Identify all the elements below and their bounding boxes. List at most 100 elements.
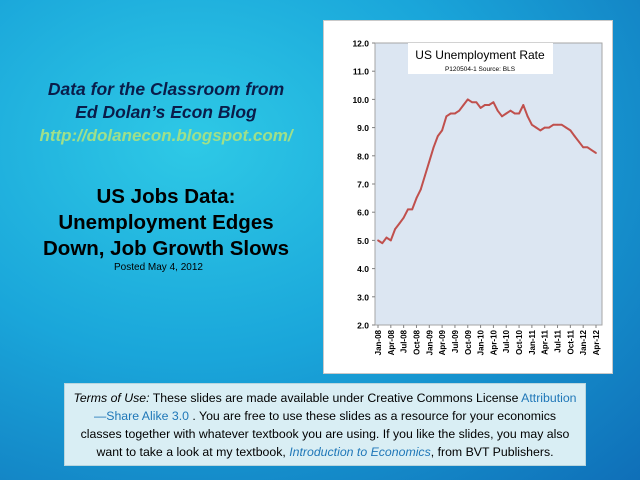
data-point [518, 112, 520, 115]
slide-headline: US Jobs Data: Unemployment Edges Down, J… [20, 184, 312, 262]
data-point [535, 126, 538, 129]
x-tick-label: Apr-09 [438, 329, 447, 355]
x-tick-label: Apr-12 [592, 329, 601, 355]
data-point [548, 126, 550, 129]
data-point [462, 104, 465, 106]
y-axis: 2.0 3.0 4.0 5.0 6.0 7.0 8.0 9.0 10.0 11.0 12.0 [352, 39, 375, 331]
series-layer [377, 98, 597, 245]
unemployment-line [377, 98, 597, 245]
data-point [432, 146, 435, 149]
y-tick-label: 8.0 [357, 151, 369, 161]
data-point [595, 152, 597, 154]
slide-header: Data for the Classroom from Ed Dolan’s E… [20, 78, 312, 147]
header-line-2: Ed Dolan’s Econ Blog [75, 102, 257, 122]
chart-subtitle: P120504-1 Source: BLS [445, 66, 516, 73]
headline-line-3: Down, Job Growth Slows [43, 237, 289, 260]
y-tick-label: 4.0 [357, 264, 369, 274]
data-point [385, 236, 388, 239]
data-point [492, 101, 495, 104]
data-point [586, 146, 589, 149]
data-point [466, 98, 469, 101]
data-point [488, 104, 491, 106]
x-tick-label: Jul-10 [502, 329, 511, 353]
data-point [475, 101, 478, 104]
data-point [411, 208, 414, 211]
x-tick-label: Oct-10 [515, 329, 524, 354]
plot-area [374, 42, 603, 326]
data-point [449, 112, 452, 115]
x-tick-label: Jul-08 [400, 329, 409, 353]
data-point [402, 216, 405, 219]
terms-text-1: These slides are made available under Cr… [149, 391, 522, 405]
data-point [479, 106, 482, 109]
chart-title-box [408, 43, 553, 74]
data-point [496, 109, 499, 112]
x-tick-label: Apr-10 [489, 329, 498, 355]
data-point [569, 129, 572, 132]
data-point [445, 115, 448, 118]
terms-of-use-box: Terms of Use: These slides are made avai… [64, 383, 586, 466]
headline-line-1: US Jobs Data: [96, 185, 236, 208]
data-point [513, 112, 516, 115]
data-point [509, 109, 512, 112]
data-point [394, 228, 396, 231]
terms-label: Terms of Use: [73, 391, 150, 405]
data-point [539, 129, 542, 132]
data-point [590, 149, 593, 152]
x-tick-label: Apr-11 [541, 329, 550, 354]
y-tick-label: 12.0 [352, 39, 369, 49]
terms-text-3: , from BVT Publishers. [430, 445, 554, 459]
x-tick-label: Oct-09 [464, 329, 473, 354]
blog-url-link[interactable]: http://dolanecon.blogspot.com/ [39, 126, 293, 145]
x-tick-label: Apr-08 [387, 329, 396, 355]
data-point [407, 208, 409, 211]
data-point [560, 123, 563, 126]
y-tick-label: 2.0 [357, 321, 369, 331]
x-tick-label: Jan-12 [579, 329, 588, 355]
data-point [471, 101, 473, 104]
data-point [526, 115, 529, 118]
y-tick-label: 6.0 [357, 208, 369, 218]
license-link[interactable]: Attribution—Share Alike 3.0 [93, 391, 577, 423]
data-point [505, 112, 508, 115]
terms-text-2: . You are free to use these slides as a … [80, 409, 570, 459]
data-point [458, 109, 461, 112]
data-point [483, 104, 486, 106]
chart-title: US Unemployment Rate [415, 48, 545, 62]
x-tick-label: Jul-11 [554, 329, 563, 352]
headline-line-2: Unemployment Edges [58, 211, 274, 234]
data-point [543, 126, 546, 129]
x-tick-label: Jan-10 [477, 329, 486, 355]
data-point [398, 222, 401, 225]
data-point [428, 160, 431, 163]
data-point [424, 174, 426, 177]
y-tick-label: 11.0 [353, 67, 369, 77]
data-point [522, 104, 525, 106]
x-tick-label: Jan-11 [528, 329, 537, 354]
data-point [419, 188, 422, 191]
data-point [389, 239, 392, 242]
y-tick-label: 9.0 [357, 123, 369, 133]
y-tick-label: 10.0 [352, 95, 369, 105]
data-point [582, 146, 585, 149]
posted-date: Posted May 4, 2012 [114, 262, 203, 273]
x-axis: Jan-08 Apr-08 Jul-08 Oct-08 Jan-09 Apr-09 Jul-… [374, 325, 601, 355]
data-point [578, 140, 580, 143]
unemployment-chart: US Unemployment Rate P120504-1 Source: B… [352, 39, 603, 355]
data-point [454, 112, 456, 115]
data-point [556, 123, 559, 126]
y-tick-label: 3.0 [357, 292, 369, 302]
data-point [436, 135, 439, 137]
data-point [552, 123, 555, 126]
chart-panel: US Unemployment Rate P120504-1 Source: B… [323, 20, 613, 374]
header-line-1: Data for the Classroom from [47, 79, 285, 99]
data-point [565, 126, 567, 129]
data-point [441, 129, 444, 132]
y-tick-label: 7.0 [357, 180, 369, 190]
x-tick-label: Oct-11 [566, 329, 575, 354]
data-point [381, 242, 384, 245]
data-point [377, 239, 379, 242]
x-tick-label: Jan-08 [374, 329, 383, 355]
textbook-link[interactable]: Introduction to Economics [289, 445, 431, 459]
x-tick-label: Oct-08 [412, 329, 421, 354]
